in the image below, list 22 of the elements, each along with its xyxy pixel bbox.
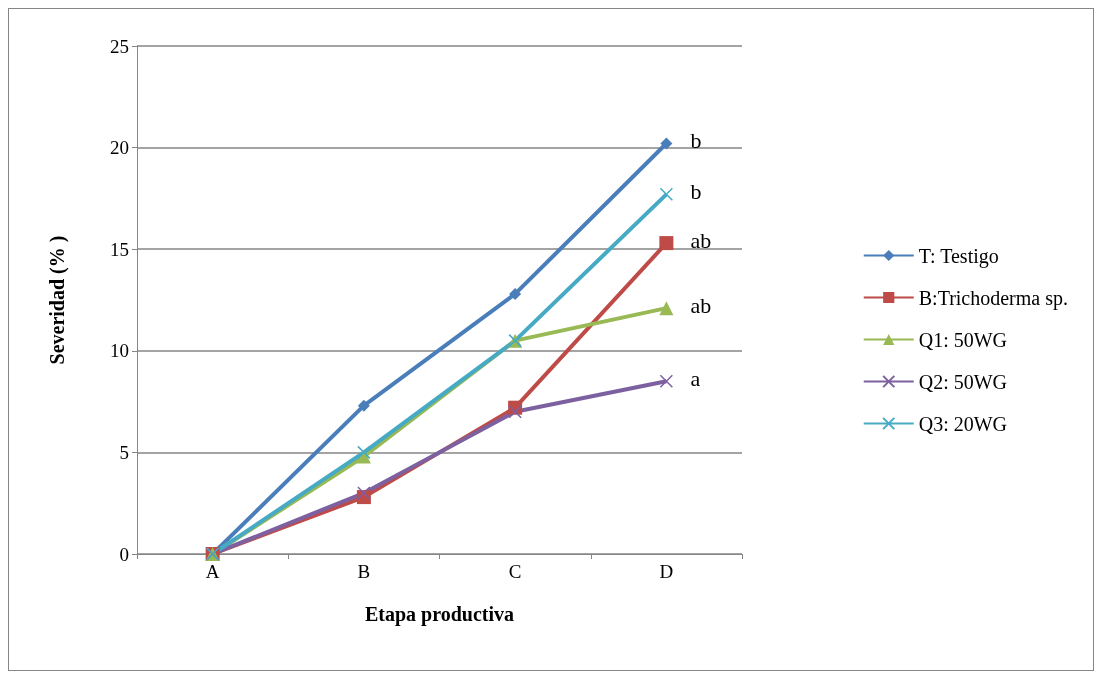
legend-label: B:Trichoderma sp. [918, 286, 1069, 310]
y-tick-label: 5 [119, 441, 129, 463]
y-tick-label: 25 [110, 35, 129, 57]
annotation: b [690, 128, 702, 154]
y-tick-label: 15 [110, 238, 129, 260]
annotation: b [690, 178, 702, 204]
x-axis-title: Etapa productiva [364, 603, 515, 626]
legend-label: Q2: 50WG [918, 370, 1008, 393]
annotation: ab [690, 292, 712, 318]
y-axis-title: Severidad (% ) [46, 235, 69, 365]
x-tick-label: B [357, 561, 371, 582]
legend-label: Q1: 50WG [918, 328, 1008, 351]
x-tick-label: C [508, 561, 522, 582]
annotation: ab [690, 227, 712, 253]
legend-label: Q3: 20WG [918, 412, 1008, 435]
legend-label: T: Testigo [918, 244, 999, 268]
y-tick-label: 10 [110, 340, 129, 362]
x-tick-label: D [659, 561, 674, 582]
x-tick-label: A [205, 561, 220, 582]
y-tick-label: 20 [110, 137, 129, 159]
y-tick-label: 0 [119, 543, 129, 565]
annotation: a [690, 365, 701, 391]
